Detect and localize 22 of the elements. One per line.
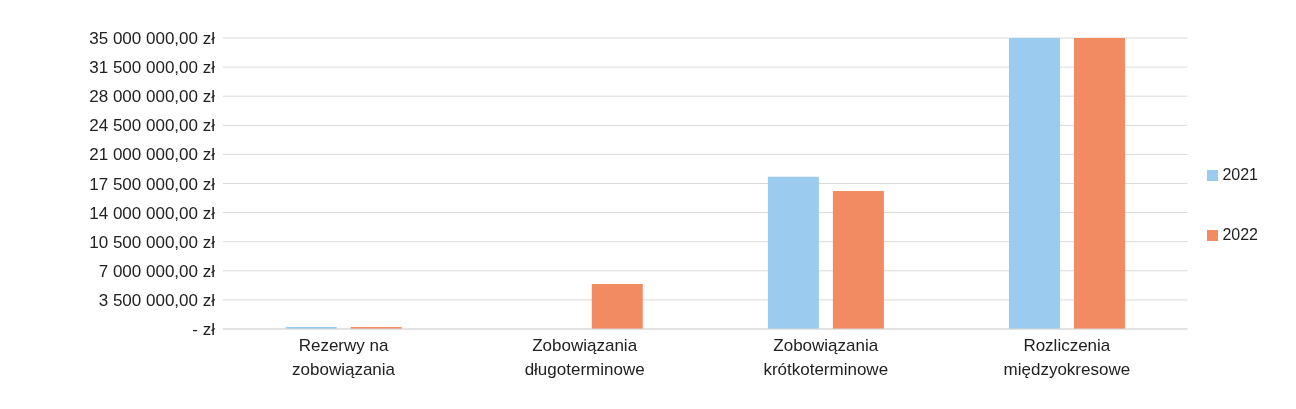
bar: [767, 176, 819, 329]
y-tick-label: 10 500 000,00 zł: [89, 232, 216, 252]
y-tick-label: 21 000 000,00 zł: [89, 145, 216, 165]
y-tick-label: 28 000 000,00 zł: [89, 87, 216, 107]
y-tick-label: 17 500 000,00 zł: [89, 174, 216, 194]
y-tick-label: 24 500 000,00 zł: [89, 116, 216, 136]
x-tick-label: Rozliczenia międzyokresowe: [1003, 336, 1131, 379]
x-tick-label: Rezerwy na zobowiązania: [292, 336, 396, 379]
bar: [591, 284, 643, 329]
bar: [832, 190, 884, 329]
y-tick-label: 14 000 000,00 zł: [89, 203, 216, 223]
legend-label: 2022: [1222, 225, 1258, 243]
bar: [1073, 38, 1125, 329]
y-tick-label: 3 500 000,00 zł: [98, 290, 216, 310]
x-tick-label: Zobowiązania długoterminowe: [524, 336, 645, 379]
y-tick-label: 7 000 000,00 zł: [98, 261, 216, 281]
bar: [1008, 38, 1060, 329]
legend-label: 2021: [1222, 165, 1258, 183]
y-tick-label: 35 000 000,00 zł: [89, 29, 216, 49]
y-tick-label: - zł: [192, 320, 216, 340]
x-tick-label: Zobowiązania krótkoterminowe: [763, 336, 889, 379]
y-tick-label: 31 500 000,00 zł: [89, 58, 216, 78]
